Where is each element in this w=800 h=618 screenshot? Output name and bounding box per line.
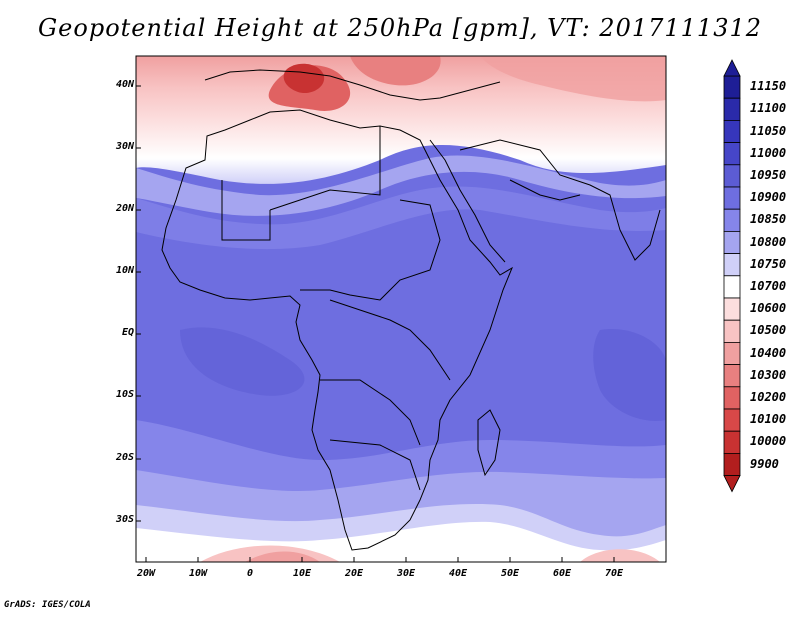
coastlines	[161, 69, 661, 551]
axis-ticks	[136, 85, 615, 562]
lon-label: 10E	[292, 568, 312, 579]
colorbar-label: 10300	[750, 367, 787, 382]
colorbar-swatch	[723, 408, 741, 432]
lon-label: 10W	[188, 568, 208, 579]
height-field	[136, 56, 666, 562]
colorbar-label: 10000	[750, 434, 787, 449]
lon-label: 20E	[344, 568, 364, 579]
lon-label: 40E	[448, 568, 468, 579]
colorbar-swatch	[723, 319, 741, 343]
lat-label: 10S	[115, 389, 134, 400]
colorbar-top-arrow	[723, 59, 741, 77]
colorbar-swatch	[723, 386, 741, 410]
colorbar-label: 10900	[750, 190, 787, 205]
lat-label: 40N	[115, 79, 134, 90]
colorbar-label: 10100	[750, 412, 787, 427]
lon-label: 0	[246, 568, 254, 579]
lat-label: 20N	[115, 203, 134, 214]
lon-label: 70E	[604, 568, 624, 579]
colorbar-label: 11050	[750, 123, 787, 138]
colorbar-label: 11000	[750, 145, 787, 160]
colorbar-swatch	[723, 275, 741, 299]
colorbar-swatch	[723, 364, 741, 388]
colorbar-swatch	[723, 142, 741, 166]
lon-label: 20W	[136, 568, 156, 579]
colorbar-label: 10850	[750, 212, 787, 227]
colorbar-swatch	[723, 97, 741, 121]
colorbar-label: 9900	[750, 456, 779, 471]
colorbar-bottom-arrow	[723, 475, 741, 493]
colorbar-swatch	[723, 208, 741, 232]
lat-label: 10N	[115, 265, 134, 276]
colorbar-label: 10950	[750, 167, 787, 182]
colorbar-label: 10500	[750, 323, 787, 338]
colorbar-swatch	[723, 120, 741, 144]
lon-label: 30E	[396, 568, 416, 579]
colorbar-label: 10600	[750, 301, 787, 316]
map-title: Geopotential Height at 250hPa [gpm], VT:…	[38, 14, 762, 42]
plot-frame	[135, 55, 667, 563]
colorbar-swatch	[723, 452, 741, 476]
colorbar-swatch	[723, 164, 741, 188]
colorbar-swatch	[723, 430, 741, 454]
lon-label: 60E	[552, 568, 572, 579]
colorbar	[723, 59, 741, 493]
lat-label: 20S	[115, 452, 134, 463]
credit-text: GrADS: IGES/COLA	[4, 600, 91, 610]
lat-label: EQ	[121, 327, 134, 338]
lat-label: 30S	[115, 514, 134, 525]
colorbar-swatch	[723, 297, 741, 321]
colorbar-swatch	[723, 341, 741, 365]
colorbar-swatch	[723, 186, 741, 210]
colorbar-label: 11100	[750, 101, 787, 116]
colorbar-label: 10400	[750, 345, 787, 360]
colorbar-swatch	[723, 75, 741, 99]
colorbar-label: 10200	[750, 389, 787, 404]
colorbar-label: 10750	[750, 256, 787, 271]
lat-label: 30N	[115, 141, 134, 152]
colorbar-swatch	[723, 253, 741, 277]
colorbar-label: 10700	[750, 278, 787, 293]
colorbar-label: 11150	[750, 79, 787, 94]
colorbar-swatch	[723, 230, 741, 254]
lon-label: 50E	[500, 568, 520, 579]
colorbar-label: 10800	[750, 234, 787, 249]
